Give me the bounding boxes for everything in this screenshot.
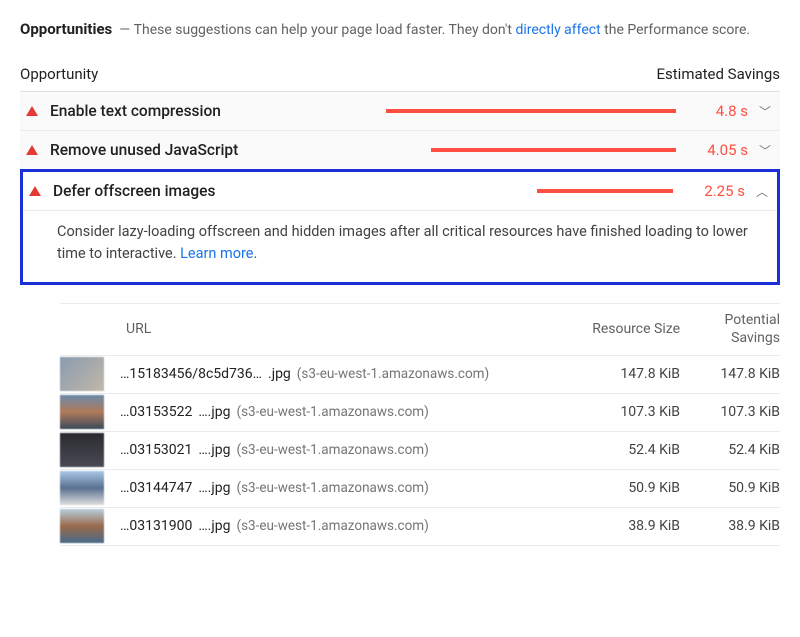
opportunity-label: Remove unused JavaScript bbox=[50, 141, 238, 159]
url-prefix: …03144747 bbox=[120, 480, 192, 496]
savings-bar bbox=[386, 147, 676, 153]
resource-size: 38.9 KiB bbox=[580, 518, 680, 534]
savings-bar bbox=[383, 188, 673, 194]
table-row: …03153522 ….jpg (s3-eu-west-1.amazonaws.co… bbox=[60, 394, 780, 432]
url-ext: ….jpg bbox=[198, 442, 230, 458]
chevron-up-icon[interactable]: ︿ bbox=[753, 183, 771, 200]
col-potential-savings: Potential Savings bbox=[680, 311, 780, 349]
url-ext: ….jpg bbox=[198, 404, 230, 420]
url-host: (s3-eu-west-1.amazonaws.com) bbox=[236, 480, 428, 496]
opportunities-header: Opportunities — These suggestions can he… bbox=[20, 18, 780, 41]
url-ext: .jpg bbox=[268, 366, 291, 382]
chevron-down-icon[interactable]: ﹀ bbox=[756, 142, 774, 159]
learn-more-link[interactable]: Learn more bbox=[180, 245, 253, 262]
url-cell[interactable]: …03153522 ….jpg (s3-eu-west-1.amazonaws.co… bbox=[120, 404, 580, 420]
thumbnail bbox=[60, 433, 104, 467]
url-prefix: …03153522 bbox=[120, 404, 192, 420]
url-host: (s3-eu-west-1.amazonaws.com) bbox=[236, 404, 428, 420]
resource-size: 50.9 KiB bbox=[580, 480, 680, 496]
warning-triangle-icon bbox=[26, 145, 38, 155]
opportunity-row[interactable]: Remove unused JavaScript 4.05 s ﹀ bbox=[20, 131, 780, 170]
potential-savings: 50.9 KiB bbox=[680, 480, 780, 496]
url-cell[interactable]: …03131900 ….jpg (s3-eu-west-1.amazonaws.co… bbox=[120, 518, 580, 534]
url-prefix: …03131900 bbox=[120, 518, 192, 534]
potential-savings: 147.8 KiB bbox=[680, 366, 780, 382]
thumbnail bbox=[60, 471, 104, 505]
thumbnail bbox=[60, 357, 104, 391]
opportunity-row[interactable]: Enable text compression 4.8 s ﹀ bbox=[20, 92, 780, 131]
url-cell[interactable]: …03144747 ….jpg (s3-eu-west-1.amazonaws.co… bbox=[120, 480, 580, 496]
opportunity-row[interactable]: Defer offscreen images 2.25 s ︿ bbox=[23, 172, 777, 211]
thumbnail bbox=[60, 395, 104, 429]
highlighted-opportunity: Defer offscreen images 2.25 s ︿ Consider la… bbox=[20, 169, 780, 285]
potential-savings: 52.4 KiB bbox=[680, 442, 780, 458]
url-ext: ….jpg bbox=[198, 518, 230, 534]
resource-size: 107.3 KiB bbox=[580, 404, 680, 420]
header-desc: — These suggestions can help your page l… bbox=[116, 22, 750, 38]
thumb-spacer bbox=[60, 312, 104, 346]
savings-bar bbox=[386, 108, 676, 114]
savings-value: 4.8 s bbox=[694, 102, 748, 120]
table-row: …03144747 ….jpg (s3-eu-west-1.amazonaws.co… bbox=[60, 470, 780, 508]
url-host: (s3-eu-west-1.amazonaws.com) bbox=[236, 518, 428, 534]
thumbnail bbox=[60, 509, 104, 543]
url-host: (s3-eu-west-1.amazonaws.com) bbox=[236, 442, 428, 458]
table-row: …03153021 ….jpg (s3-eu-west-1.amazonaws.co… bbox=[60, 432, 780, 470]
col-opportunity: Opportunity bbox=[20, 65, 98, 83]
opportunity-detail: Consider lazy-loading offscreen and hidd… bbox=[23, 211, 777, 282]
potential-savings: 38.9 KiB bbox=[680, 518, 780, 534]
url-cell[interactable]: …15183456/8c5d736… .jpg (s3-eu-west-1.amaz… bbox=[120, 366, 580, 382]
resource-size: 147.8 KiB bbox=[580, 366, 680, 382]
resource-size: 52.4 KiB bbox=[580, 442, 680, 458]
table-row: …15183456/8c5d736… .jpg (s3-eu-west-1.amaz… bbox=[60, 356, 780, 394]
col-url: URL bbox=[120, 320, 580, 339]
warning-triangle-icon bbox=[26, 106, 38, 116]
url-prefix: …15183456/8c5d736… bbox=[120, 366, 262, 382]
opportunity-label: Defer offscreen images bbox=[53, 182, 215, 200]
potential-savings: 107.3 KiB bbox=[680, 404, 780, 420]
opportunity-label: Enable text compression bbox=[50, 102, 221, 120]
resources-table: URL Resource Size Potential Savings …151… bbox=[60, 303, 780, 546]
url-cell[interactable]: …03153021 ….jpg (s3-eu-west-1.amazonaws.co… bbox=[120, 442, 580, 458]
url-prefix: …03153021 bbox=[120, 442, 192, 458]
table-row: …03131900 ….jpg (s3-eu-west-1.amazonaws.co… bbox=[60, 508, 780, 546]
url-ext: ….jpg bbox=[198, 480, 230, 496]
directly-affect-link[interactable]: directly affect bbox=[515, 22, 600, 38]
chevron-down-icon[interactable]: ﹀ bbox=[756, 103, 774, 120]
columns-header: Opportunity Estimated Savings bbox=[20, 59, 780, 92]
warning-triangle-icon bbox=[29, 186, 41, 196]
savings-value: 4.05 s bbox=[694, 141, 748, 159]
col-resource-size: Resource Size bbox=[580, 320, 680, 339]
savings-value: 2.25 s bbox=[691, 182, 745, 200]
table-header-row: URL Resource Size Potential Savings bbox=[60, 304, 780, 356]
header-title: Opportunities bbox=[20, 20, 112, 38]
col-savings: Estimated Savings bbox=[657, 65, 781, 83]
url-host: (s3-eu-west-1.amazonaws.com) bbox=[297, 366, 489, 382]
